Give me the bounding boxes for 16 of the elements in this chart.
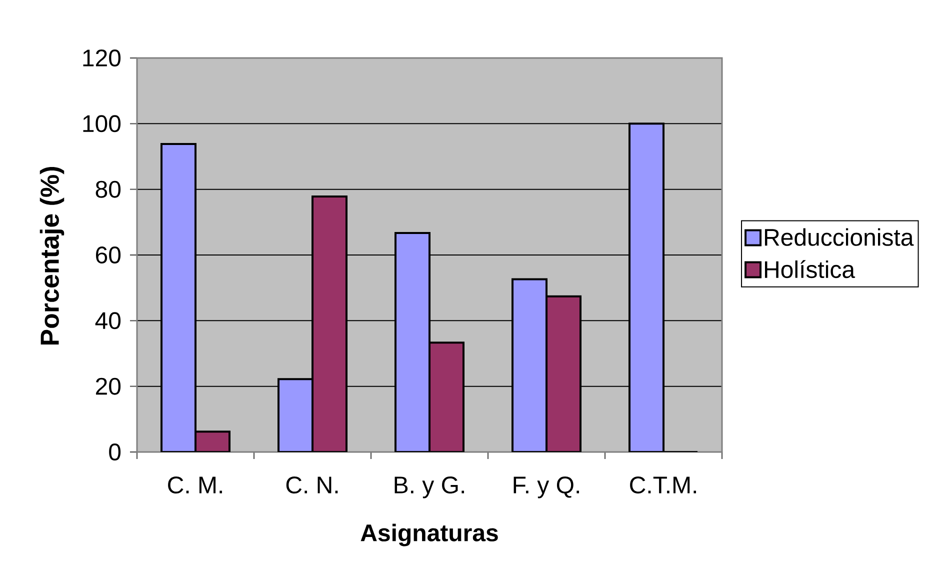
y-axis-title: Porcentaje (%) [40, 167, 64, 345]
y-tick-label: 60 [96, 246, 121, 264]
legend-label: Reduccionista [764, 228, 914, 246]
y-tick-label: 80 [96, 180, 121, 198]
y-tick-label: 40 [95, 312, 121, 330]
y-tick-label: 20 [96, 378, 121, 395]
y-tick-label: 100 [83, 115, 121, 132]
x-tick-label: B. y G. [394, 476, 464, 498]
legend-label: Holística [764, 260, 856, 278]
x-axis-title: Asignaturas [360, 524, 498, 546]
y-tick-label: 0 [109, 443, 121, 460]
x-tick-label: C. N. [286, 476, 338, 494]
x-tick-label: C.T.M. [630, 476, 696, 494]
x-tick-label: C. M. [168, 476, 222, 494]
x-tick-label: F. y Q. [514, 476, 579, 498]
y-tick-label: 120 [83, 49, 121, 66]
